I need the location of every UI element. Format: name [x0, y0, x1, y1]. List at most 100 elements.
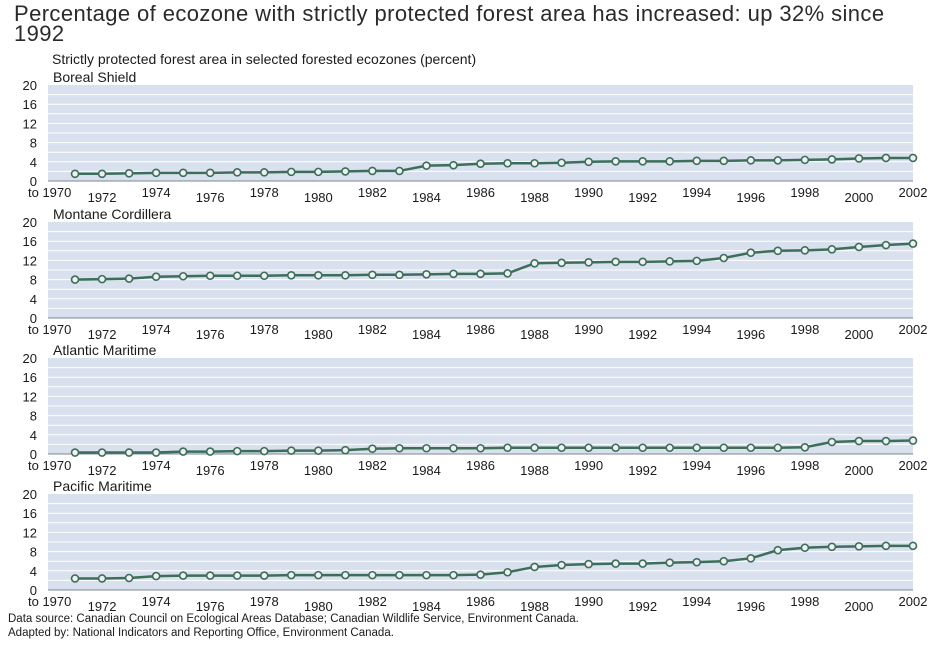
x-tick-label: 1978: [250, 458, 279, 473]
data-point: [746, 443, 756, 453]
data-point: [665, 257, 675, 266]
x-tick-label: 1996: [736, 327, 765, 342]
footer: Data source: Canadian Council on Ecologi…: [8, 612, 933, 640]
y-tick-label: 4: [30, 564, 37, 579]
data-point: [611, 443, 620, 453]
x-tick-label: 1976: [196, 190, 225, 205]
x-tick-label: 1976: [196, 599, 225, 614]
data-point: [232, 168, 242, 177]
x-tick-label: 1986: [466, 594, 495, 609]
x-tick-label: to 1970: [28, 458, 71, 473]
data-point: [692, 156, 702, 166]
data-point: [259, 571, 269, 580]
data-point: [584, 443, 593, 453]
data-point: [368, 444, 377, 454]
x-tick-label: 1972: [88, 327, 117, 342]
x-tick-label: 1986: [466, 322, 495, 337]
data-point: [557, 443, 566, 453]
x-tick-label: 2000: [844, 599, 873, 614]
x-tick-label: 1978: [250, 594, 279, 609]
y-tick-label: 4: [30, 428, 37, 443]
data-point: [719, 253, 729, 263]
y-tick-label: 12: [23, 253, 37, 268]
data-point: [286, 570, 296, 580]
data-point: [881, 240, 891, 250]
data-point: [151, 448, 161, 457]
y-tick-label: 0: [30, 174, 37, 189]
x-tick-label: 1992: [628, 327, 657, 342]
data-source-note: Data source: Canadian Council on Ecologi…: [8, 613, 579, 625]
x-tick-label: 1984: [412, 463, 441, 478]
data-point: [314, 570, 323, 580]
x-tick-label: 1996: [736, 463, 765, 478]
x-tick-label: 1984: [412, 599, 441, 614]
data-point: [773, 156, 783, 165]
data-point: [692, 256, 702, 266]
data-point: [827, 542, 837, 552]
x-tick-label: 1994: [682, 458, 711, 473]
data-point: [70, 448, 80, 457]
x-tick-label: 1988: [520, 463, 549, 478]
x-tick-label: 1980: [304, 599, 333, 614]
x-tick-label: 1994: [682, 594, 711, 609]
y-tick-label: 0: [30, 583, 37, 598]
x-tick-label: 1974: [142, 594, 171, 609]
x-tick-label: 1988: [520, 190, 549, 205]
x-tick-label: 2002: [899, 458, 928, 473]
data-point: [854, 542, 864, 551]
x-tick-label: 1992: [628, 599, 657, 614]
data-point: [476, 443, 485, 453]
data-point: [638, 257, 647, 267]
data-point: [368, 166, 377, 176]
data-point: [773, 443, 783, 453]
data-point: [286, 446, 296, 455]
data-point: [368, 570, 377, 580]
series-line: [75, 544, 913, 580]
data-point: [449, 570, 458, 580]
y-tick-label: 20: [23, 215, 37, 230]
data-point: [611, 257, 620, 267]
data-point: [259, 446, 269, 456]
y-tick-label: 16: [23, 97, 37, 112]
x-tick-label: 1982: [358, 458, 387, 473]
y-tick-label: 0: [30, 311, 37, 326]
y-tick-label: 20: [23, 487, 37, 502]
panel-title: Atlantic Maritime: [53, 342, 157, 358]
data-point: [557, 158, 566, 168]
y-tick-label: 16: [23, 506, 37, 521]
data-point: [800, 543, 810, 553]
chart-panel: Boreal Shield 0 4 8 12 16 20 to 1970 1972 1974 197…: [23, 69, 928, 205]
data-point: [773, 545, 783, 555]
x-tick-label: 1998: [790, 185, 819, 200]
data-point: [314, 167, 323, 177]
x-tick-label: 1988: [520, 599, 549, 614]
data-point: [124, 573, 134, 583]
data-point: [908, 153, 918, 163]
data-point: [476, 159, 485, 169]
data-point: [395, 570, 404, 580]
adapted-by-note: Adapted by: National Indicators and Repo…: [8, 627, 394, 639]
x-tick-label: 1984: [412, 327, 441, 342]
data-point: [178, 571, 188, 580]
data-point: [286, 270, 296, 280]
x-tick-label: 1996: [736, 599, 765, 614]
x-tick-label: to 1970: [28, 322, 71, 337]
data-point: [286, 167, 296, 177]
data-point: [854, 242, 864, 252]
data-point: [70, 275, 80, 284]
data-point: [530, 158, 539, 168]
x-tick-label: 1998: [790, 594, 819, 609]
x-tick-label: 2000: [844, 463, 873, 478]
data-point: [881, 541, 891, 551]
chart-panel: Montane Cordillera 0 4 8 12 16 20 to 1970 1972 19…: [23, 206, 928, 342]
x-tick-label: to 1970: [28, 594, 71, 609]
data-point: [314, 446, 323, 455]
y-tick-label: 12: [23, 116, 37, 131]
x-tick-label: 1982: [358, 185, 387, 200]
x-tick-label: 1982: [358, 594, 387, 609]
data-point: [503, 269, 512, 278]
data-point: [341, 445, 350, 455]
data-point: [368, 270, 377, 280]
x-tick-label: 2002: [899, 594, 928, 609]
panel-title: Pacific Maritime: [53, 478, 152, 494]
